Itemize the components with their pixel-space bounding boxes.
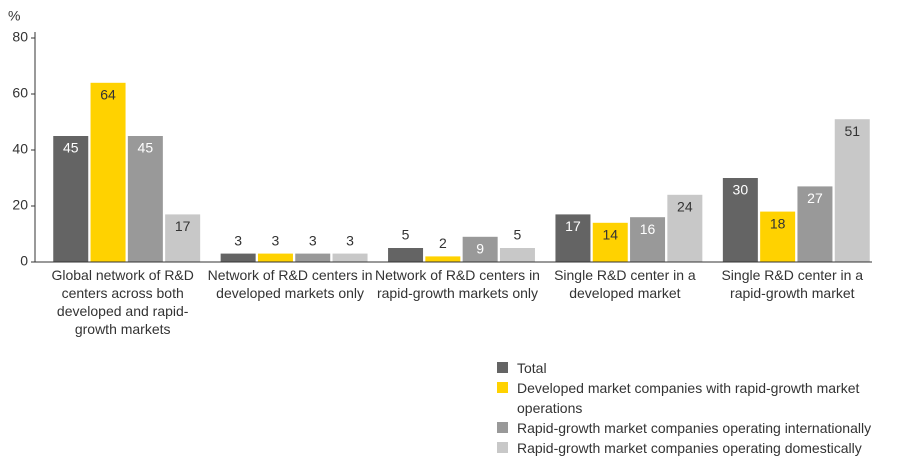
data-label: 3 xyxy=(309,232,317,248)
x-tick-label: Network of R&D centers in developed mark… xyxy=(207,267,373,301)
legend-swatch xyxy=(497,442,508,453)
data-label: 45 xyxy=(138,140,154,156)
data-label: 17 xyxy=(565,218,581,234)
x-tick-label: Network of R&D centers in rapid-growth m… xyxy=(375,267,540,301)
bar xyxy=(667,194,703,262)
bar xyxy=(90,82,126,262)
bar xyxy=(630,217,666,262)
bar xyxy=(295,253,331,262)
data-label: 27 xyxy=(807,190,823,206)
data-label: 17 xyxy=(175,218,191,234)
y-tick-label: 80 xyxy=(12,29,28,45)
y-tick-label: 0 xyxy=(20,253,28,269)
data-label: 30 xyxy=(733,182,749,198)
bar xyxy=(53,136,89,262)
legend-label: Total xyxy=(517,360,547,376)
y-tick-label: 60 xyxy=(12,85,28,101)
x-tick-label: Single R&D center in a rapid-growth mark… xyxy=(721,267,864,301)
y-axis-label: % xyxy=(8,8,20,24)
y-tick-label: 40 xyxy=(12,141,28,157)
legend-item: Rapid-growth market companies operating … xyxy=(497,438,911,458)
x-tick-label: Global network of R&D centers across bot… xyxy=(51,267,194,337)
data-label: 9 xyxy=(476,241,484,257)
data-label: 51 xyxy=(844,123,860,139)
data-label: 14 xyxy=(602,227,618,243)
x-tick-label: Single R&D center in a developed market xyxy=(554,267,696,301)
legend: Total Developed market companies with rap… xyxy=(497,358,911,458)
bar xyxy=(797,186,833,262)
bar xyxy=(127,136,163,262)
data-label: 18 xyxy=(770,215,786,231)
bar xyxy=(388,248,424,262)
legend-swatch xyxy=(497,362,508,373)
bar xyxy=(592,222,628,262)
legend-label: Rapid-growth market companies operating … xyxy=(517,420,872,436)
data-label: 45 xyxy=(63,140,79,156)
bar xyxy=(834,119,870,262)
bar xyxy=(555,214,591,262)
chart: % 0 20 40 60 80 45 3 5 17 30 64 3 2 14 18 45 3 9 16 27 17 3 5 2… xyxy=(8,8,872,269)
bar xyxy=(165,214,201,262)
bar xyxy=(257,253,293,262)
legend-swatch xyxy=(497,382,508,393)
legend-label: Rapid-growth market companies operating … xyxy=(517,440,862,456)
bar xyxy=(499,248,535,262)
data-label: 16 xyxy=(640,221,656,237)
bar xyxy=(722,178,758,262)
bar xyxy=(760,211,796,262)
bar xyxy=(220,253,256,262)
bar xyxy=(462,236,498,262)
data-label: 3 xyxy=(272,232,280,248)
bar xyxy=(332,253,368,262)
legend-swatch xyxy=(497,422,508,433)
y-tick-label: 20 xyxy=(12,197,28,213)
data-label: 5 xyxy=(514,227,522,243)
data-label: 64 xyxy=(100,87,116,103)
bar xyxy=(425,256,461,262)
legend-item: Rapid-growth market companies operating … xyxy=(497,418,911,438)
data-label: 5 xyxy=(402,227,410,243)
legend-item: Developed market companies with rapid-gr… xyxy=(497,378,911,418)
data-label: 24 xyxy=(677,199,693,215)
legend-label: Developed market companies with rapid-gr… xyxy=(517,380,860,416)
data-label: 3 xyxy=(234,232,242,248)
legend-item: Total xyxy=(497,358,911,378)
data-label: 3 xyxy=(346,232,354,248)
data-label: 2 xyxy=(439,235,447,251)
